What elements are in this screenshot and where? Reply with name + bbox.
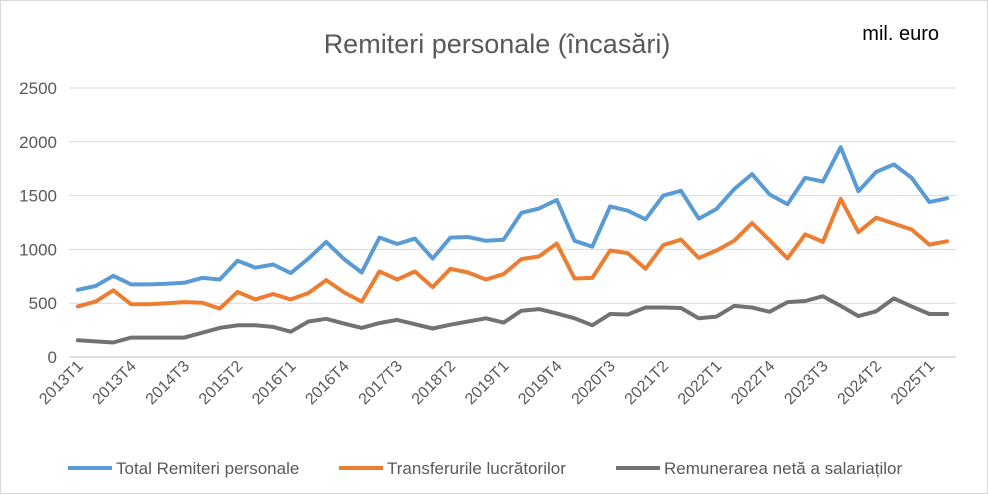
series-line-1	[75, 196, 950, 311]
x-tick-label: 2013T4	[90, 358, 140, 408]
y-tick-label: 2500	[19, 79, 57, 98]
x-tick-label: 2024T2	[835, 358, 885, 408]
series-lines	[75, 145, 950, 345]
series-line-0	[75, 145, 950, 292]
unit-label: mil. euro	[862, 23, 939, 45]
y-tick-label: 0	[48, 348, 57, 367]
y-tick-label: 1500	[19, 187, 57, 206]
legend-label-0: Total Remiteri personale	[116, 459, 299, 478]
x-tick-label: 2019T4	[515, 358, 565, 408]
x-tick-label: 2017T3	[356, 358, 406, 408]
y-tick-label: 500	[29, 294, 57, 313]
series-line-2	[75, 294, 950, 345]
x-tick-label: 2025T1	[888, 358, 938, 408]
legend-label-2: Remunerarea netă a salariaților	[664, 459, 902, 478]
y-axis-tick-labels: 0 500 1000 1500 2000 2500	[19, 79, 57, 367]
x-tick-label: 2022T4	[728, 358, 778, 408]
x-tick-label: 2022T1	[675, 358, 725, 408]
x-tick-label: 2016T1	[249, 358, 299, 408]
x-tick-label: 2013T1	[36, 358, 86, 408]
x-axis-tick-labels: 2013T1 2013T4 2014T3 2015T2 2016T1 2016T4 2017…	[36, 358, 938, 408]
x-tick-label: 2014T3	[143, 358, 193, 408]
x-tick-label: 2019T1	[462, 358, 512, 408]
x-tick-label: 2021T2	[622, 358, 672, 408]
x-tick-label: 2016T4	[302, 358, 352, 408]
grid-lines	[69, 87, 956, 304]
legend-label-1: Transferurile lucrătorilor	[387, 459, 566, 478]
y-tick-label: 2000	[19, 133, 57, 152]
chart-title: Remiteri personale (încasări)	[324, 29, 671, 59]
x-tick-label: 2020T3	[569, 358, 619, 408]
x-tick-label: 2018T2	[409, 358, 459, 408]
x-tick-label: 2015T2	[196, 358, 246, 408]
y-tick-label: 1000	[19, 240, 57, 259]
x-tick-label: 2023T3	[781, 358, 831, 408]
legend: Total Remiteri personale Transferurile lu…	[68, 459, 902, 478]
